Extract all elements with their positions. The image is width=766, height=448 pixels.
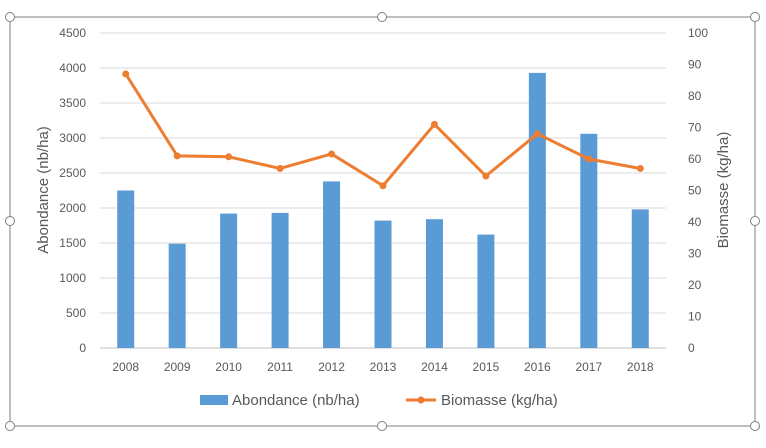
x-tick-label: 2014	[421, 360, 448, 374]
y-tick-label: 1500	[59, 236, 86, 250]
legend-label-abondance: Abondance (nb/ha)	[232, 392, 360, 409]
bar-abondance	[323, 181, 341, 348]
point-biomasse	[636, 164, 644, 172]
resize-handle-right[interactable]	[750, 216, 760, 226]
legend[interactable]: Abondance (nb/ha) Biomasse (kg/ha)	[200, 392, 558, 409]
y2-tick-label: 80	[688, 89, 702, 103]
y2-tick-label: 30	[688, 247, 702, 261]
y-tick-label: 0	[79, 341, 86, 355]
y-tick-label: 4000	[59, 61, 86, 75]
bar-abondance	[220, 213, 238, 348]
point-biomasse	[173, 152, 181, 160]
resize-handle-top[interactable]	[377, 12, 387, 22]
abondance-bars	[117, 72, 649, 349]
y-tick-label: 2500	[59, 166, 86, 180]
resize-handle-left[interactable]	[5, 216, 15, 226]
y2-tick-label: 60	[688, 152, 702, 166]
y2-tick-label: 40	[688, 215, 702, 229]
legend-marker-biomasse	[417, 396, 425, 404]
y-tick-label: 2000	[59, 201, 86, 215]
x-tick-label: 2009	[164, 360, 191, 374]
y2-tick-label: 70	[688, 121, 702, 135]
bar-abondance	[631, 209, 649, 348]
axis-tick-labels: 0 500 1000 1500 2000 2500 3000 3500 4000 4500 0 10 2…	[59, 26, 708, 374]
y-axis-title: Abondance (nb/ha)	[35, 126, 52, 254]
x-tick-label: 2010	[215, 360, 242, 374]
legend-label-biomasse: Biomasse (kg/ha)	[441, 392, 558, 409]
x-tick-label: 2017	[575, 360, 602, 374]
y2-tick-label: 100	[688, 26, 708, 40]
y-tick-label: 1000	[59, 271, 86, 285]
y2-tick-label: 90	[688, 58, 702, 72]
bar-abondance	[271, 212, 289, 348]
point-biomasse	[276, 164, 284, 172]
point-biomasse	[585, 155, 593, 163]
x-tick-label: 2018	[627, 360, 654, 374]
resize-handle-bottom-left[interactable]	[5, 421, 15, 431]
x-tick-label: 2016	[524, 360, 551, 374]
resize-handle-top-right[interactable]	[750, 12, 760, 22]
point-biomasse	[533, 130, 541, 138]
bar-abondance	[168, 243, 186, 348]
point-biomasse	[482, 172, 490, 180]
x-tick-label: 2015	[473, 360, 500, 374]
y2-tick-label: 10	[688, 310, 702, 324]
point-biomasse	[430, 120, 438, 128]
bar-abondance	[477, 234, 495, 348]
biomasse-line	[122, 70, 644, 190]
y2-tick-label: 20	[688, 278, 702, 292]
bar-abondance	[117, 190, 135, 348]
resize-handles[interactable]	[5, 12, 760, 431]
y-tick-label: 3000	[59, 131, 86, 145]
bar-abondance	[425, 219, 443, 348]
resize-handle-top-left[interactable]	[5, 12, 15, 22]
bar-abondance	[580, 133, 598, 348]
y-tick-label: 4500	[59, 26, 86, 40]
x-tick-label: 2008	[112, 360, 139, 374]
y-tick-label: 500	[66, 306, 86, 320]
point-biomasse	[225, 153, 233, 161]
point-biomasse	[122, 70, 130, 78]
y-tick-label: 3500	[59, 96, 86, 110]
point-biomasse	[379, 182, 387, 190]
resize-handle-bottom-right[interactable]	[750, 421, 760, 431]
x-tick-label: 2011	[267, 360, 293, 374]
resize-handle-bottom[interactable]	[377, 421, 387, 431]
y2-tick-label: 50	[688, 184, 702, 198]
bar-abondance	[374, 220, 392, 348]
y2-tick-label: 0	[688, 341, 695, 355]
bar-abondance	[528, 72, 546, 349]
y2-axis-title: Biomasse (kg/ha)	[715, 132, 732, 249]
x-tick-label: 2013	[370, 360, 397, 374]
line-biomasse	[124, 73, 641, 188]
point-biomasse	[328, 150, 336, 158]
legend-swatch-abondance	[200, 395, 228, 405]
x-tick-label: 2012	[318, 360, 345, 374]
